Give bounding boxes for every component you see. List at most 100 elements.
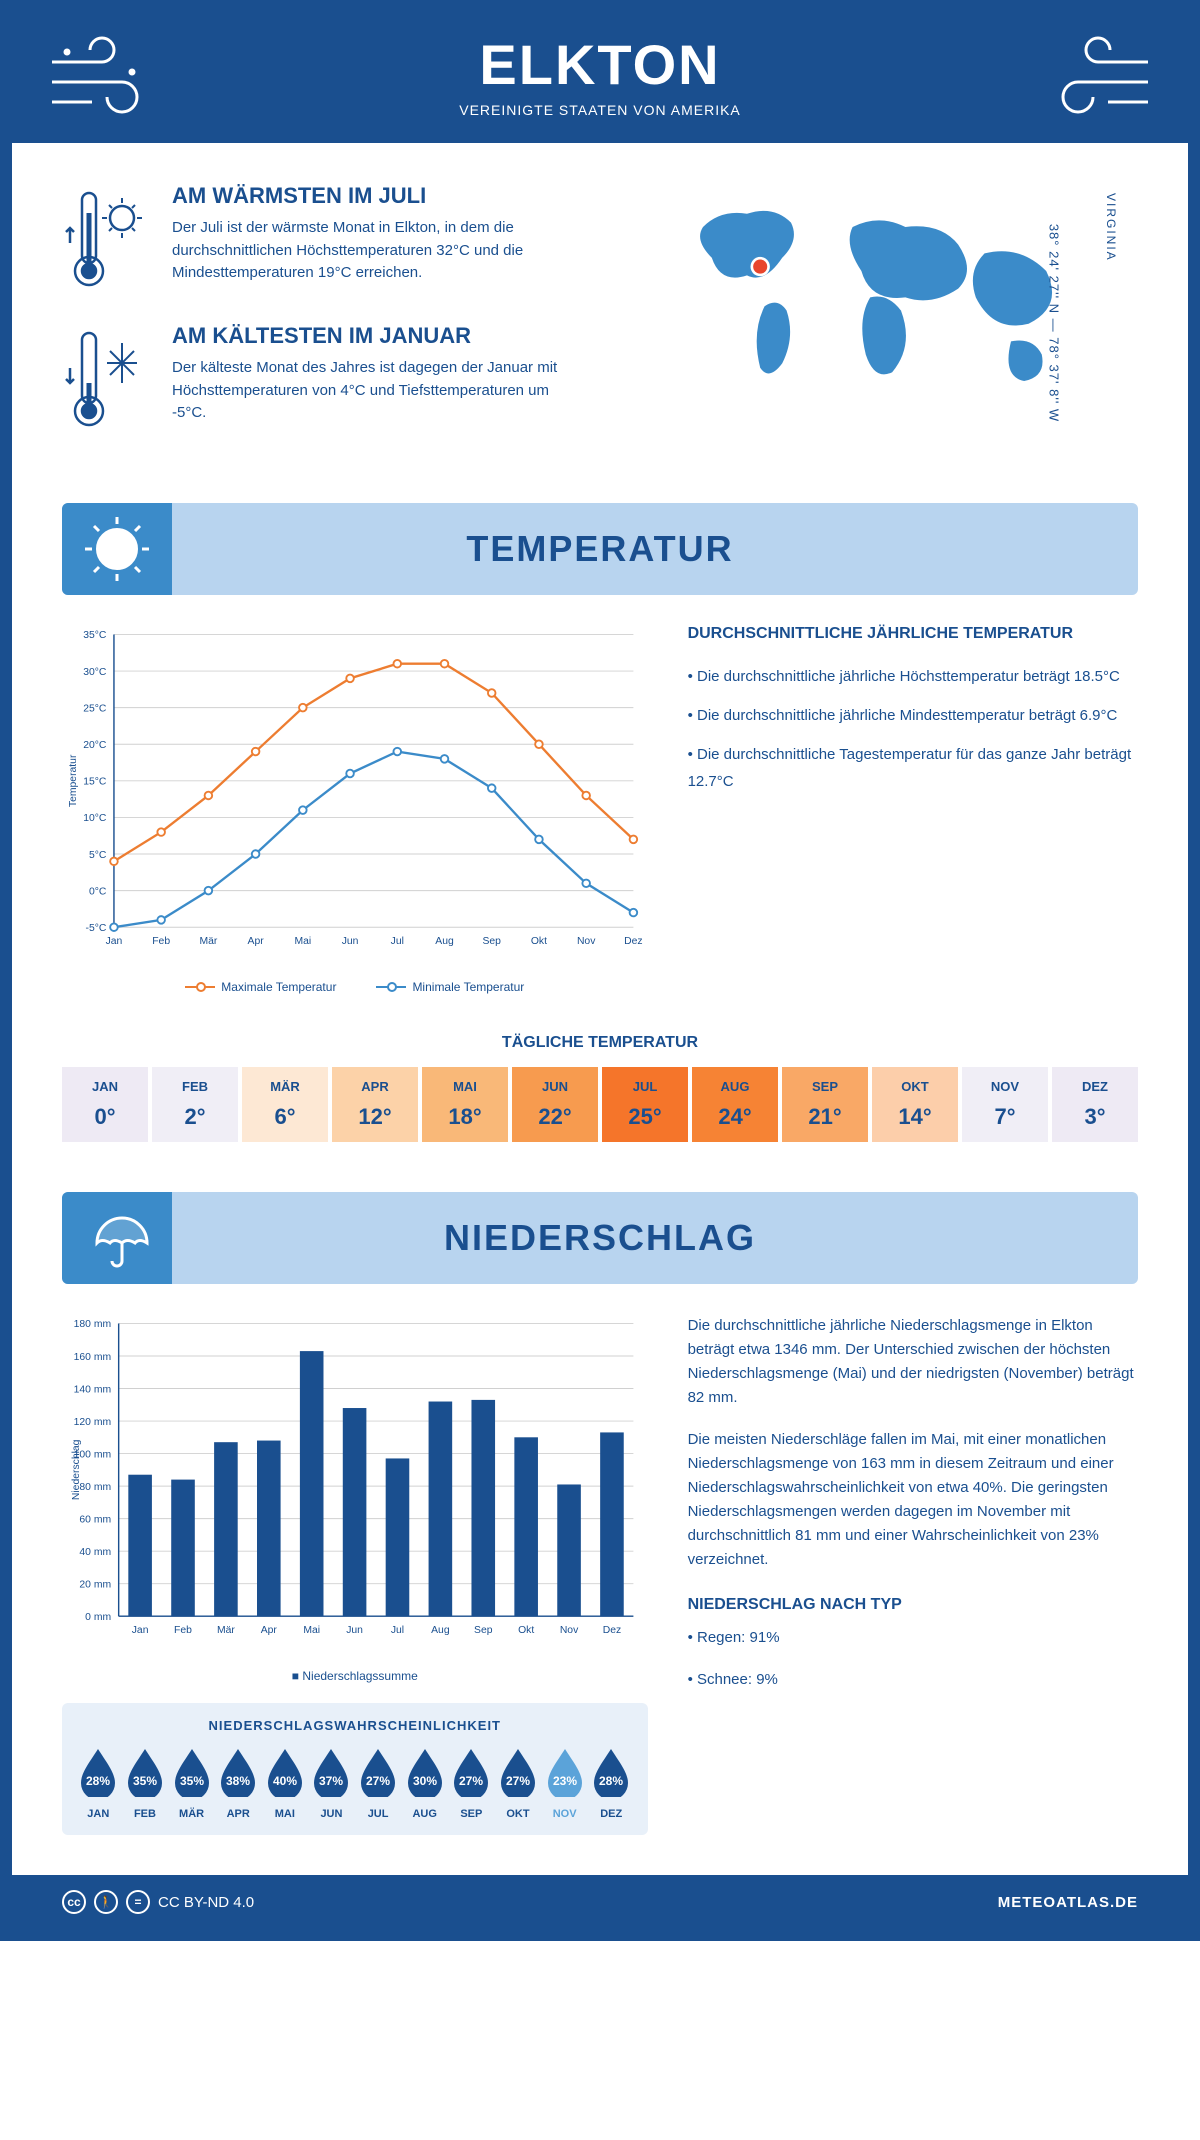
svg-text:Mai: Mai	[303, 1625, 320, 1636]
svg-text:Niederschlag: Niederschlag	[71, 1439, 82, 1500]
svg-text:20 mm: 20 mm	[79, 1579, 111, 1590]
license-text: CC BY-ND 4.0	[158, 1894, 254, 1911]
daily-cell: NOV7°	[962, 1067, 1048, 1142]
probability-cell: 27%SEP	[450, 1745, 493, 1820]
daily-cell: AUG24°	[692, 1067, 778, 1142]
temperature-line-chart: -5°C0°C5°C10°C15°C20°C25°C30°C35°CJanFeb…	[62, 625, 648, 965]
temp-info-b2: • Die durchschnittliche jährliche Mindes…	[688, 702, 1138, 729]
temp-chart-legend: #leg-max::after{border-color:#ed7d31}Max…	[62, 980, 648, 994]
svg-text:Jul: Jul	[391, 936, 404, 947]
svg-text:Feb: Feb	[174, 1625, 192, 1636]
svg-text:Apr: Apr	[248, 936, 265, 947]
svg-text:Apr: Apr	[261, 1625, 278, 1636]
nd-icon: =	[126, 1890, 150, 1914]
thermometer-hot-icon	[62, 183, 152, 293]
svg-text:5°C: 5°C	[89, 850, 107, 861]
svg-text:Aug: Aug	[435, 936, 454, 947]
temperature-section-header: TEMPERATUR	[62, 503, 1138, 595]
svg-text:160 mm: 160 mm	[74, 1352, 111, 1363]
svg-text:140 mm: 140 mm	[74, 1384, 111, 1395]
svg-text:80 mm: 80 mm	[79, 1482, 111, 1493]
svg-text:Dez: Dez	[603, 1625, 621, 1636]
svg-text:0 mm: 0 mm	[85, 1612, 111, 1623]
daily-cell: OKT14°	[872, 1067, 958, 1142]
coordinates: 38° 24' 27'' N — 78° 37' 8'' W	[1046, 224, 1061, 422]
temperature-heading: TEMPERATUR	[62, 528, 1138, 570]
svg-text:Mär: Mär	[217, 1625, 235, 1636]
probability-cell: 27%OKT	[497, 1745, 540, 1820]
probability-cell: 38%APR	[217, 1745, 260, 1820]
legend-min-label: Minimale Temperatur	[412, 980, 524, 994]
infographic-page: ELKTON VEREINIGTE STAATEN VON AMERIKA AM…	[0, 0, 1200, 1941]
warmest-text: Der Juli ist der wärmste Monat in Elkton…	[172, 217, 580, 285]
svg-text:35%: 35%	[180, 1774, 204, 1788]
probability-box: NIEDERSCHLAGSWAHRSCHEINLICHKEIT 28%JAN35…	[62, 1703, 648, 1835]
svg-text:Okt: Okt	[531, 936, 547, 947]
region-label: VIRGINIA	[1104, 193, 1118, 262]
daily-cell: MÄR6°	[242, 1067, 328, 1142]
svg-text:28%: 28%	[86, 1774, 110, 1788]
daily-cell: JUL25°	[602, 1067, 688, 1142]
svg-text:Aug: Aug	[431, 1625, 450, 1636]
precipitation-heading: NIEDERSCHLAG	[62, 1217, 1138, 1259]
daily-temp-title: TÄGLICHE TEMPERATUR	[62, 1034, 1138, 1052]
cc-icon: cc	[62, 1890, 86, 1914]
svg-text:37%: 37%	[319, 1774, 343, 1788]
svg-text:0°C: 0°C	[89, 886, 107, 897]
svg-text:Jan: Jan	[132, 1625, 149, 1636]
thermometer-cold-icon	[62, 323, 152, 433]
daily-cell: FEB2°	[152, 1067, 238, 1142]
coldest-heading: AM KÄLTESTEN IM JANUAR	[172, 323, 580, 349]
svg-text:Dez: Dez	[624, 936, 642, 947]
svg-text:40 mm: 40 mm	[79, 1547, 111, 1558]
svg-text:60 mm: 60 mm	[79, 1514, 111, 1525]
svg-text:27%: 27%	[506, 1774, 530, 1788]
svg-text:38%: 38%	[226, 1774, 250, 1788]
temp-info-heading: DURCHSCHNITTLICHE JÄHRLICHE TEMPERATUR	[688, 625, 1138, 643]
svg-text:27%: 27%	[459, 1774, 483, 1788]
precip-p2: Die meisten Niederschläge fallen im Mai,…	[688, 1428, 1138, 1572]
coldest-text: Der kälteste Monat des Jahres ist dagege…	[172, 357, 580, 425]
precipitation-info: Die durchschnittliche jährliche Niedersc…	[688, 1314, 1138, 1835]
daily-cell: SEP21°	[782, 1067, 868, 1142]
probability-cell: 28%DEZ	[590, 1745, 633, 1820]
warmest-fact: AM WÄRMSTEN IM JULI Der Juli ist der wär…	[62, 183, 580, 293]
svg-text:25°C: 25°C	[83, 703, 107, 714]
svg-text:Jul: Jul	[391, 1625, 404, 1636]
svg-text:35°C: 35°C	[83, 630, 107, 641]
svg-text:Feb: Feb	[152, 936, 170, 947]
svg-text:27%: 27%	[366, 1774, 390, 1788]
header: ELKTON VEREINIGTE STAATEN VON AMERIKA	[12, 12, 1188, 143]
svg-text:-5°C: -5°C	[86, 923, 107, 934]
svg-text:Nov: Nov	[577, 936, 596, 947]
temp-info-b3: • Die durchschnittliche Tagestemperatur …	[688, 741, 1138, 795]
footer: cc 🚶 = CC BY-ND 4.0 METEOATLAS.DE	[12, 1875, 1188, 1929]
umbrella-icon	[82, 1203, 152, 1273]
probability-cell: 37%JUN	[310, 1745, 353, 1820]
probability-cell: 40%MAI	[264, 1745, 307, 1820]
svg-text:Okt: Okt	[518, 1625, 534, 1636]
probability-cell: 35%MÄR	[170, 1745, 213, 1820]
svg-text:35%: 35%	[133, 1774, 157, 1788]
warmest-heading: AM WÄRMSTEN IM JULI	[172, 183, 580, 209]
license-badge: cc 🚶 = CC BY-ND 4.0	[62, 1890, 254, 1914]
precip-type-b2: • Schnee: 9%	[688, 1668, 1138, 1692]
daily-temp-grid: JAN0°FEB2°MÄR6°APR12°MAI18°JUN22°JUL25°A…	[62, 1067, 1138, 1142]
precip-type-b1: • Regen: 91%	[688, 1626, 1138, 1650]
by-icon: 🚶	[94, 1890, 118, 1914]
precipitation-bar-chart: 0 mm20 mm40 mm60 mm80 mm100 mm120 mm140 …	[62, 1314, 648, 1654]
svg-text:Jun: Jun	[346, 1625, 363, 1636]
daily-cell: JAN0°	[62, 1067, 148, 1142]
probability-cell: 35%FEB	[124, 1745, 167, 1820]
wind-icon	[1038, 32, 1158, 122]
svg-text:Nov: Nov	[560, 1625, 579, 1636]
temp-info-b1: • Die durchschnittliche jährliche Höchst…	[688, 663, 1138, 690]
daily-cell: DEZ3°	[1052, 1067, 1138, 1142]
page-title: ELKTON	[12, 32, 1188, 97]
probability-cell: 27%JUL	[357, 1745, 400, 1820]
intro-section: AM WÄRMSTEN IM JULI Der Juli ist der wär…	[62, 183, 1138, 463]
probability-title: NIEDERSCHLAGSWAHRSCHEINLICHKEIT	[77, 1718, 633, 1733]
svg-text:30°C: 30°C	[83, 667, 107, 678]
temperature-info: DURCHSCHNITTLICHE JÄHRLICHE TEMPERATUR •…	[688, 625, 1138, 994]
daily-cell: MAI18°	[422, 1067, 508, 1142]
